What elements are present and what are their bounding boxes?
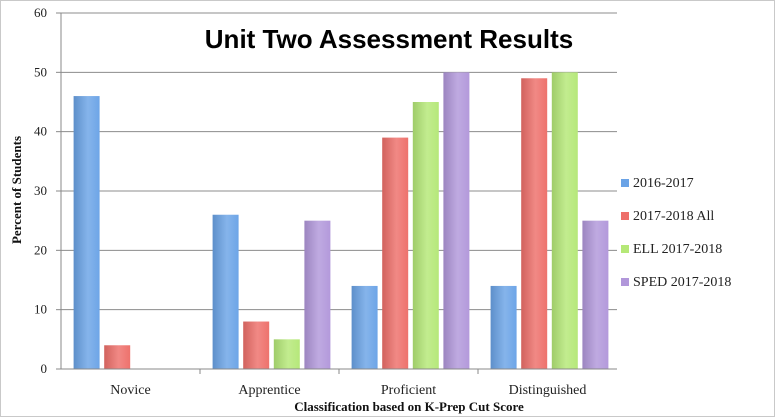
y-tick-label: 50 [34, 64, 47, 79]
x-tick-label: Novice [110, 383, 150, 398]
bar [243, 321, 270, 369]
bar [521, 78, 548, 370]
axes: 0 10 20 30 40 50 60 Novice Apprentice Proficient D… [34, 5, 617, 398]
bar [104, 345, 131, 369]
legend-swatch [621, 245, 629, 253]
bar [304, 220, 331, 369]
bar [443, 72, 470, 369]
bars [73, 72, 609, 370]
bar [551, 72, 578, 369]
legend-swatch [621, 212, 629, 220]
y-tick-label: 30 [34, 183, 47, 198]
y-tick-label: 60 [34, 5, 47, 20]
x-tick-label: Distinguished [509, 383, 587, 398]
bar [212, 214, 239, 369]
y-tick-label: 10 [34, 302, 47, 317]
bar [582, 220, 609, 369]
chart-title: Unit Two Assessment Results [205, 24, 573, 54]
legend-label: ELL 2017-2018 [633, 242, 722, 257]
bar [382, 137, 409, 369]
legend-label: SPED 2017-2018 [633, 275, 731, 290]
x-axis-title: Classification based on K-Prep Cut Score [294, 399, 524, 414]
legend-swatch [621, 179, 629, 187]
x-tick-label: Apprentice [238, 383, 300, 398]
x-tick-label: Proficient [381, 383, 436, 398]
bar [490, 285, 517, 369]
legend-swatch [621, 278, 629, 286]
y-tick-label: 40 [34, 124, 47, 139]
legend-label: 2016-2017 [633, 176, 694, 191]
bar [73, 96, 100, 370]
bar [273, 339, 300, 369]
bar [351, 285, 378, 369]
legend-label: 2017-2018 All [633, 209, 714, 224]
bar [412, 102, 439, 369]
y-tick-label: 20 [34, 242, 47, 257]
y-tick-label: 0 [41, 361, 48, 376]
legend: 2016-2017 2017-2018 All ELL 2017-2018 SPED … [621, 176, 731, 290]
y-axis-title: Percent of Students [9, 136, 24, 244]
